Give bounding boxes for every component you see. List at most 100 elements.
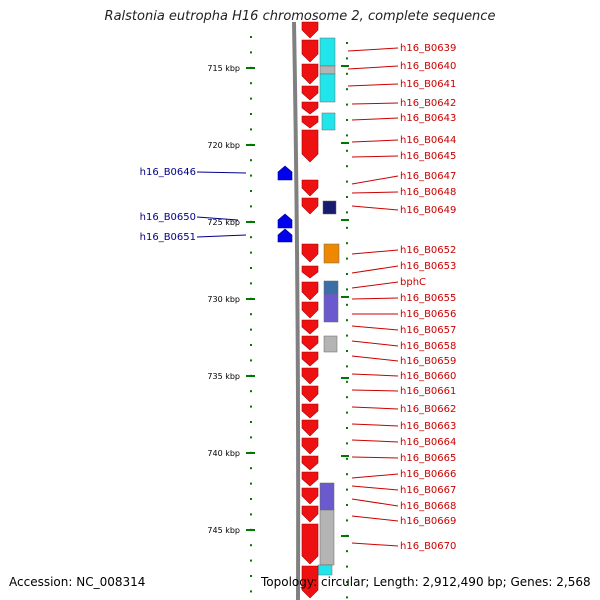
- forward-gene-arrow: [301, 85, 319, 101]
- dot-right: [346, 380, 348, 383]
- dot-right: [346, 57, 348, 60]
- label-leader: [351, 281, 399, 289]
- dot-right: [346, 488, 348, 491]
- label-leader: [351, 340, 399, 347]
- dot-left: [250, 590, 252, 593]
- dot-left: [250, 559, 252, 562]
- gene-label-right: h16_B0656: [400, 309, 456, 320]
- gene-label-left: h16_B0646: [140, 167, 196, 178]
- gene-label-right: h16_B0639: [400, 43, 456, 54]
- gene-label-left: h16_B0651: [140, 232, 196, 243]
- gene-label-right: h16_B0659: [400, 356, 456, 367]
- dot-right: [346, 519, 348, 522]
- forward-gene-arrow: [301, 523, 319, 565]
- forward-gene-arrow: [301, 385, 319, 403]
- label-leader: [347, 65, 399, 70]
- label-leader: [196, 171, 247, 174]
- dot-left: [250, 190, 252, 192]
- cog-block: [319, 509, 335, 566]
- label-leader: [351, 155, 399, 158]
- dot-right: [346, 457, 348, 460]
- dot-right: [346, 165, 348, 168]
- label-leader: [351, 456, 399, 459]
- reverse-gene-arrows: [277, 165, 293, 243]
- dot-left: [250, 498, 252, 500]
- label-leader: [351, 473, 399, 479]
- gene-label-right: h16_B0660: [400, 371, 456, 382]
- gene-label-right: h16_B0655: [400, 293, 456, 304]
- dot-right: [346, 196, 348, 198]
- gene-label-right: h16_B0657: [400, 325, 456, 336]
- forward-gene-arrow: [301, 455, 319, 471]
- dot-right: [346, 103, 348, 106]
- forward-gene-arrow: [301, 403, 319, 419]
- label-leader: [196, 216, 239, 221]
- dot-right: [346, 273, 348, 275]
- gene-label-right: h16_B0640: [400, 61, 456, 72]
- gene-label-right: h16_B0644: [400, 135, 456, 146]
- forward-gene-arrow: [301, 419, 319, 437]
- dot-left: [250, 36, 252, 38]
- forward-gene-arrow: [301, 129, 319, 163]
- dot-right: [346, 442, 348, 445]
- label-leader: [347, 47, 399, 52]
- cog-block: [319, 37, 336, 67]
- cog-block: [321, 112, 336, 131]
- forward-gene-arrow: [301, 319, 319, 335]
- dot-right: [346, 134, 348, 137]
- label-leader: [351, 205, 399, 211]
- dot-right: [346, 504, 348, 506]
- gene-label-right: h16_B0663: [400, 421, 456, 432]
- forward-gene-arrow: [301, 115, 319, 129]
- cog-block: [323, 293, 339, 323]
- forward-gene-arrow: [301, 505, 319, 523]
- dot-right: [346, 427, 348, 429]
- gene-label-right: h16_B0652: [400, 245, 456, 256]
- tick-label: 730 kbp: [207, 295, 240, 304]
- dot-right: [346, 257, 348, 260]
- label-leader: [351, 373, 399, 377]
- accession-text: Accession: NC_008314: [9, 575, 146, 589]
- label-leader: [351, 406, 399, 410]
- tick-label: 715 kbp: [207, 64, 240, 73]
- forward-gene-arrow: [301, 179, 319, 197]
- dot-right: [346, 550, 348, 553]
- label-leader: [351, 325, 399, 331]
- gene-label-left: h16_B0650: [140, 212, 196, 223]
- tick-label: 745 kbp: [207, 526, 240, 535]
- dot-left: [250, 174, 252, 177]
- dot-left: [250, 97, 252, 100]
- tick-label: 720 kbp: [207, 141, 240, 150]
- dot-left: [250, 575, 252, 577]
- dot-left: [250, 436, 252, 439]
- label-leader: [351, 175, 399, 185]
- dot-right: [346, 149, 348, 152]
- cog-blocks: [317, 37, 340, 576]
- dot-right: [346, 226, 348, 229]
- forward-gene-arrow: [301, 197, 319, 215]
- forward-gene-arrow: [301, 565, 319, 599]
- forward-gene-arrow: [301, 63, 319, 85]
- dot-right: [346, 396, 348, 399]
- dot-right: [346, 180, 348, 183]
- dot-right: [346, 211, 348, 214]
- forward-gene-arrow: [301, 101, 319, 115]
- label-leader: [351, 485, 399, 491]
- dot-right: [346, 596, 348, 599]
- dot-left: [250, 51, 252, 54]
- dot-tracks: [250, 36, 348, 599]
- label-leader: [351, 439, 399, 443]
- gene-label-right: h16_B0641: [400, 79, 456, 90]
- label-leader: [351, 542, 399, 547]
- dot-left: [250, 205, 252, 208]
- reverse-gene-arrow: [277, 228, 293, 243]
- label-leader: [351, 191, 399, 194]
- dot-right: [346, 319, 348, 322]
- dot-left: [250, 313, 252, 316]
- forward-gene-arrow: [301, 437, 319, 455]
- cog-block: [323, 335, 338, 353]
- gene-label-right: h16_B0643: [400, 113, 456, 124]
- gene-label-right: h16_B0669: [400, 516, 456, 527]
- forward-gene-arrow: [301, 301, 319, 319]
- left-gene-labels: h16_B0646 h16_B0650 h16_B0651: [140, 167, 247, 243]
